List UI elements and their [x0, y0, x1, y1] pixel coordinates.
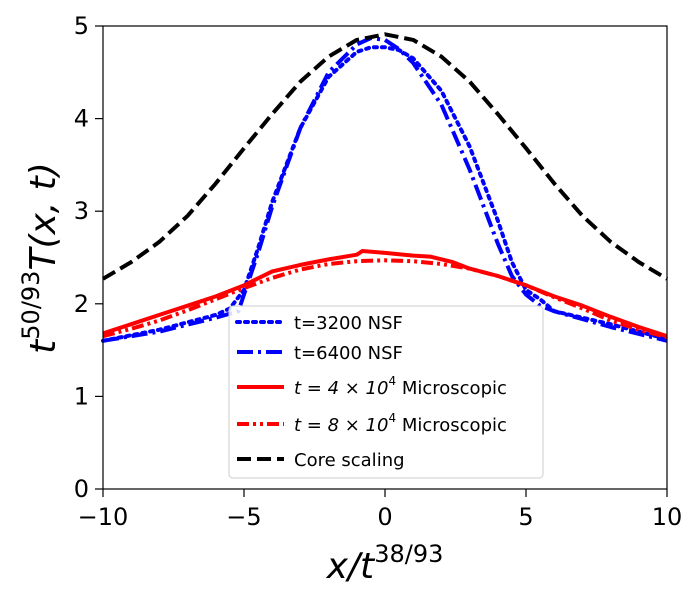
series-line-4	[102, 258, 668, 340]
y-tick-label: 3	[74, 197, 89, 225]
legend-label-4: t = 8 × 104 Microscopic	[294, 411, 507, 436]
series-line-5	[101, 32, 669, 281]
x-tick-label: 10	[652, 503, 683, 531]
svg-text:x/t38/93: x/t38/93	[326, 540, 444, 587]
series-line-1	[101, 45, 669, 343]
svg-text:t50/93T(x, t): t50/93T(x, t)	[17, 162, 64, 354]
x-tick-label: 0	[377, 503, 392, 531]
y-tick-label: 5	[74, 12, 89, 40]
x-axis-label-main: x/t	[326, 546, 376, 587]
y-tick-label: 0	[74, 475, 89, 503]
legend-label-5: Core scaling	[294, 450, 405, 471]
y-axis-label-prefix: t	[23, 338, 64, 354]
y-axis-label-sup: 50/93	[17, 271, 45, 340]
legend-label-2: t=6400 NSF	[294, 343, 403, 364]
legend-box	[228, 305, 544, 479]
x-axis-label-sup: 38/93	[374, 540, 443, 568]
x-tick-label: −5	[226, 503, 261, 531]
x-tick-label: 5	[518, 503, 533, 531]
y-tick-label: 1	[74, 382, 89, 410]
ticks-layer: −10 −5 0 5 10 0 1 2 3 4 5	[74, 12, 683, 531]
y-tick-label: 4	[74, 105, 89, 133]
legend-label-3: t = 4 × 104 Microscopic	[294, 374, 507, 399]
y-tick-label: 2	[74, 290, 89, 318]
series-line-3	[102, 249, 668, 339]
y-axis-label-main: T(x, t)	[23, 162, 64, 270]
x-tick-label: −10	[78, 503, 129, 531]
series-layer	[101, 32, 669, 343]
legend-label-1: t=3200 NSF	[294, 313, 403, 334]
series-line-2	[102, 36, 668, 343]
y-axis-label: t50/93T(x, t)	[17, 162, 64, 354]
x-axis-label: x/t38/93	[326, 540, 444, 587]
legend: t=3200 NSF t=6400 NSF t = 4 × 104 Microsco…	[228, 305, 544, 479]
